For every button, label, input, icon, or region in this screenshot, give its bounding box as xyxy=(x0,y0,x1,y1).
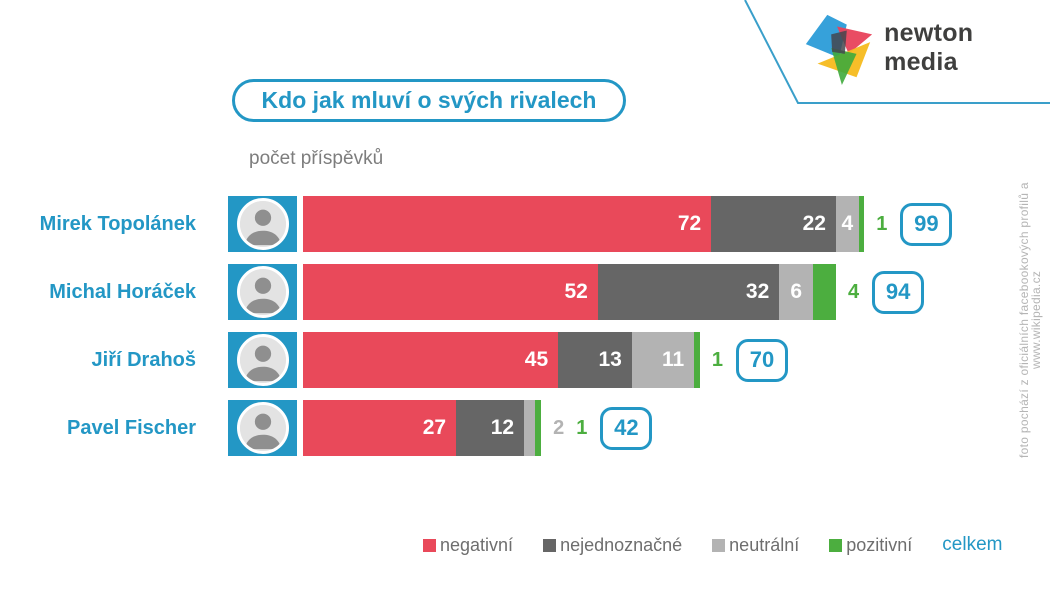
legend-swatch-pozitivní xyxy=(829,538,843,552)
chart-row: Pavel Fischer 27 12 2 1 42 xyxy=(0,400,1050,456)
legend-label: celkem xyxy=(942,534,1003,555)
segment-value: 22 xyxy=(802,212,826,235)
legend-label: negativní xyxy=(440,534,514,555)
total-badge: 99 xyxy=(900,202,953,246)
chart-row: Mirek Topolánek 72 22 4 1 99 xyxy=(0,196,1050,252)
legend-swatch-nejednoznačné xyxy=(543,538,557,552)
photo-credit: foto pochází z oficiálních facebookových… xyxy=(1017,182,1043,458)
axis-caption: počet příspěvků xyxy=(249,148,384,169)
stacked-bar: 45 13 11 xyxy=(303,332,700,388)
newton-media-logo-text: newton media xyxy=(884,19,974,76)
candidate-name: Mirek Topolánek xyxy=(39,212,196,235)
bar-segment-neutrální: 4 xyxy=(835,196,859,252)
segment-value: 13 xyxy=(598,348,622,371)
person-icon xyxy=(239,201,286,247)
segment-value-outside-pozitivní: 4 xyxy=(847,280,860,303)
candidate-name: Pavel Fischer xyxy=(67,416,196,439)
legend-item-negativní: negativní xyxy=(423,535,513,556)
bar-segment-negativní: 72 xyxy=(303,196,712,252)
segment-value-outside-pozitivní: 1 xyxy=(711,348,723,371)
segment-value: 45 xyxy=(524,348,549,371)
chart-title-text: Kdo jak mluví o svých rivalech xyxy=(261,87,597,113)
legend-label: pozitivní xyxy=(846,534,913,555)
total-badge: 42 xyxy=(600,406,653,450)
candidate-photo xyxy=(228,196,297,252)
person-icon xyxy=(239,405,286,451)
candidate-name: Jiří Drahoš xyxy=(91,348,196,371)
stacked-bar-chart: Mirek Topolánek 72 22 4 1 99 Michal Horáček 52 3… xyxy=(0,196,1050,468)
legend-label: neutrální xyxy=(729,534,800,555)
segment-value-outside-neutrální: 2 xyxy=(553,416,565,439)
legend-label: nejednoznačné xyxy=(560,534,683,555)
segment-value: 52 xyxy=(564,280,588,303)
stacked-bar: 52 32 6 xyxy=(303,264,836,320)
segment-value: 72 xyxy=(677,212,702,235)
bar-segment-neutrální xyxy=(524,400,536,456)
bar-segment-pozitivní xyxy=(858,196,865,252)
chart-title: Kdo jak mluví o svých rivalech xyxy=(232,79,626,122)
legend-item-neutrální: neutrální xyxy=(712,535,799,556)
bar-segment-pozitivní xyxy=(813,264,836,320)
candidate-photo xyxy=(228,400,297,456)
candidate-photo-circle xyxy=(236,334,289,386)
bar-segment-negativní: 27 xyxy=(303,400,457,456)
total-badge: 70 xyxy=(735,338,788,382)
chart-row: Michal Horáček 52 32 6 4 94 xyxy=(0,264,1050,320)
bar-segment-nejednoznačné: 22 xyxy=(711,196,836,252)
stacked-bar: 72 22 4 xyxy=(303,196,865,252)
segment-value: 4 xyxy=(841,212,854,235)
stacked-bar: 27 12 xyxy=(303,400,542,456)
segment-value-outside-pozitivní: 1 xyxy=(876,212,888,235)
total-badge: 94 xyxy=(872,270,925,314)
legend: negativní nejednoznačné neutrální pozitivní… xyxy=(423,534,1002,556)
bar-segment-pozitivní xyxy=(694,332,700,388)
segment-value: 32 xyxy=(745,280,770,303)
bar-segment-negativní: 52 xyxy=(303,264,598,320)
segment-value-outside-pozitivní: 1 xyxy=(576,416,588,439)
segment-value: 6 xyxy=(790,280,803,303)
candidate-name: Michal Horáček xyxy=(49,280,196,303)
bar-segment-neutrální: 6 xyxy=(779,264,814,320)
candidate-photo xyxy=(228,332,297,388)
candidate-photo-circle xyxy=(236,266,289,318)
legend-swatch-neutrální xyxy=(712,538,726,552)
legend-swatch-negativní xyxy=(423,538,436,552)
segment-value: 27 xyxy=(422,416,447,439)
legend-item-pozitivní: pozitivní xyxy=(829,535,912,556)
bar-segment-pozitivní xyxy=(535,400,542,456)
bar-segment-negativní: 45 xyxy=(303,332,559,388)
chart-row: Jiří Drahoš 45 13 11 1 70 xyxy=(0,332,1050,388)
bar-segment-nejednoznačné: 12 xyxy=(456,400,525,456)
segment-value: 11 xyxy=(662,348,685,371)
newton-media-logo: newton media xyxy=(800,8,1050,88)
candidate-photo-circle xyxy=(236,402,289,454)
bar-segment-nejednoznačné: 32 xyxy=(597,264,780,320)
legend-item-celkem: celkem xyxy=(942,534,1002,556)
person-icon xyxy=(239,337,286,383)
candidate-photo xyxy=(228,264,297,320)
bar-segment-neutrální: 11 xyxy=(631,332,695,388)
newton-media-logo-icon xyxy=(805,14,873,86)
bar-segment-nejednoznačné: 13 xyxy=(558,332,632,388)
segment-value: 12 xyxy=(490,416,515,439)
person-icon xyxy=(239,269,286,315)
candidate-photo-circle xyxy=(236,198,289,250)
legend-item-nejednoznačné: nejednoznačné xyxy=(543,535,682,556)
